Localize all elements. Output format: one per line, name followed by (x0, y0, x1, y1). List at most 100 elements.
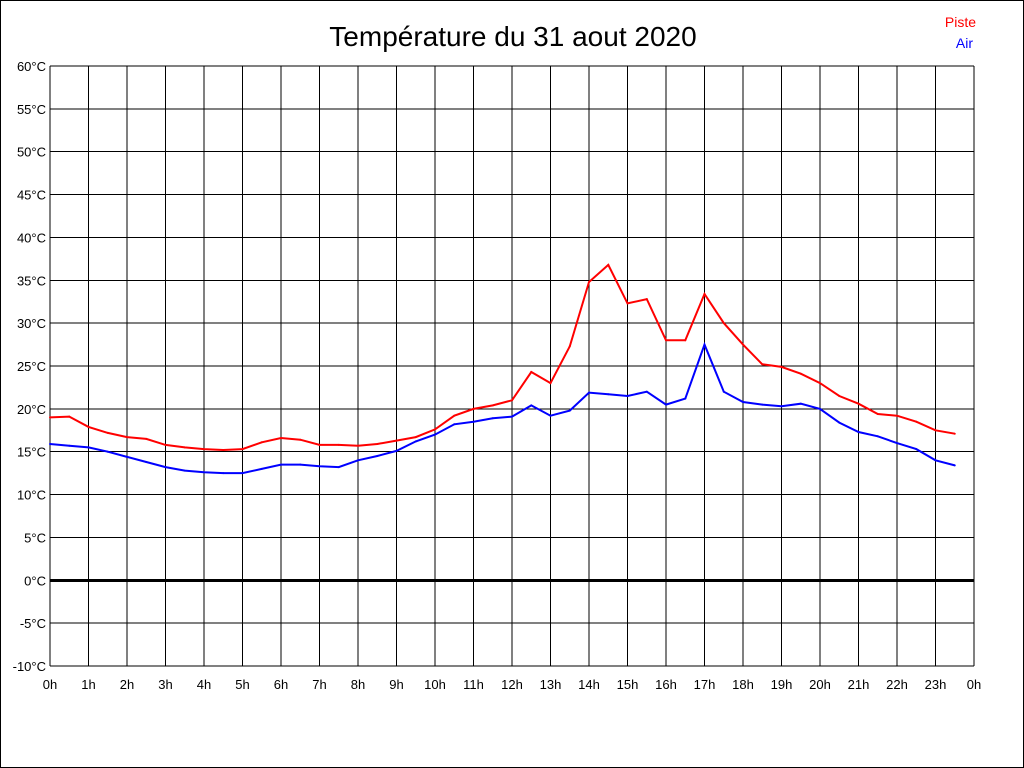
data-point-air (607, 393, 610, 396)
data-point-air (164, 466, 167, 469)
legend-piste: Piste (945, 14, 976, 30)
data-point-piste (299, 438, 302, 441)
y-tick-label: -5°C (20, 616, 46, 631)
data-point-air (68, 444, 71, 447)
data-point-air (299, 463, 302, 466)
data-point-piste (491, 404, 494, 407)
data-point-air (876, 435, 879, 438)
y-tick-label: 40°C (17, 230, 46, 245)
data-point-piste (876, 413, 879, 415)
data-point-piste (395, 439, 398, 442)
data-point-piste (626, 302, 629, 305)
data-point-air (761, 403, 764, 406)
y-tick-label: 0°C (24, 573, 46, 588)
data-point-air (665, 403, 667, 406)
x-tick-label: 7h (312, 677, 326, 692)
data-point-piste (819, 382, 821, 385)
data-point-piste (414, 436, 417, 439)
x-tick-label: 1h (81, 677, 95, 692)
data-point-air (280, 463, 282, 466)
data-point-piste (568, 345, 571, 348)
y-tick-label: 5°C (24, 530, 46, 545)
data-point-air (915, 448, 918, 451)
data-point-piste (126, 436, 128, 439)
y-tick-label: 30°C (17, 316, 46, 331)
series-line-piste (49, 263, 955, 452)
y-tick-label: 60°C (17, 59, 46, 74)
x-tick-label: 20h (809, 677, 831, 692)
data-point-air (145, 461, 148, 463)
y-tick-label: -10°C (13, 659, 46, 674)
data-point-piste (742, 343, 744, 346)
data-point-piste (337, 443, 340, 446)
y-tick-label: 50°C (17, 145, 46, 160)
data-point-piste (203, 448, 205, 451)
data-point-air (684, 397, 687, 400)
data-point-piste (511, 399, 513, 402)
data-point-piste (761, 363, 764, 366)
data-point-air (780, 405, 783, 408)
data-point-piste (645, 298, 648, 301)
data-point-air (183, 469, 186, 472)
data-point-piste (183, 446, 186, 449)
y-tick-label: 55°C (17, 102, 46, 117)
data-point-piste (530, 371, 533, 373)
data-point-air (742, 401, 744, 403)
y-tick-label: 10°C (17, 488, 46, 503)
x-tick-label: 8h (351, 677, 365, 692)
series-line-air (49, 341, 956, 475)
y-tick-label: 15°C (17, 445, 46, 460)
data-point-air (588, 391, 590, 394)
data-point-air (472, 420, 475, 423)
data-point-piste (68, 415, 71, 418)
y-tick-label: 45°C (17, 188, 46, 203)
data-point-piste (164, 443, 167, 446)
x-tick-label: 18h (732, 677, 754, 692)
data-point-air (376, 455, 379, 457)
data-point-piste (588, 281, 590, 283)
data-point-air (896, 442, 898, 445)
x-tick-label: 0h (43, 677, 57, 692)
x-tick-label: 4h (197, 677, 211, 692)
x-tick-label: 10h (424, 677, 446, 692)
data-point-piste (934, 429, 937, 432)
data-point-piste (106, 431, 109, 434)
x-tick-label: 17h (694, 677, 716, 692)
data-point-piste (684, 339, 687, 342)
x-tick-label: 13h (540, 677, 562, 692)
x-tick-label: 15h (617, 677, 639, 692)
data-point-piste (722, 322, 725, 325)
x-tick-label: 0h (967, 677, 981, 692)
data-point-air (395, 449, 398, 452)
data-point-air (799, 402, 802, 405)
data-point-air (414, 440, 417, 443)
data-point-air (222, 472, 225, 475)
data-point-air (819, 407, 821, 410)
data-point-piste (87, 425, 90, 428)
data-point-air (568, 409, 571, 412)
data-point-air (126, 455, 128, 458)
data-point-piste (780, 365, 783, 368)
x-tick-label: 9h (389, 677, 403, 692)
data-point-piste (915, 420, 918, 423)
data-point-air (203, 471, 205, 474)
data-point-air (645, 390, 648, 393)
data-point-air (626, 395, 629, 397)
data-point-piste (376, 443, 379, 445)
data-point-piste (357, 444, 359, 447)
x-tick-label: 21h (848, 677, 870, 692)
x-tick-label: 19h (771, 677, 793, 692)
data-point-air (241, 472, 244, 475)
data-point-air (87, 446, 90, 449)
data-point-air (549, 414, 552, 417)
data-point-piste (453, 414, 456, 417)
chart-title: Température du 31 aout 2020 (329, 21, 696, 52)
data-point-air (318, 465, 321, 468)
data-point-air (49, 443, 51, 445)
x-tick-label: 11h (463, 677, 484, 692)
data-point-piste (665, 339, 667, 342)
x-tick-label: 6h (274, 677, 288, 692)
data-point-piste (49, 416, 51, 419)
data-point-air (953, 464, 956, 467)
